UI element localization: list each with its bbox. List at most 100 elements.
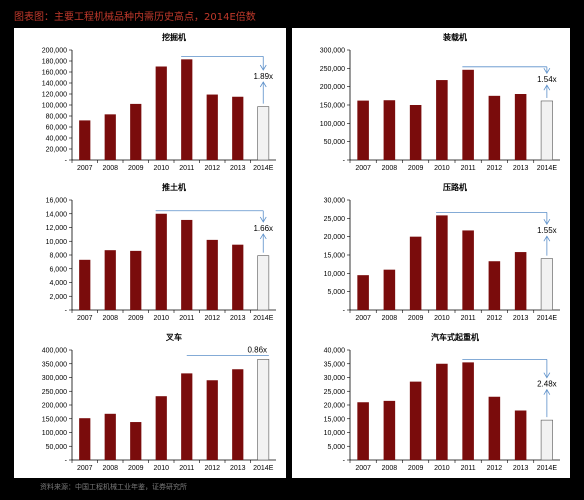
bar-2012 [206, 380, 218, 460]
x-tick-label: 2014E [537, 465, 558, 472]
y-tick-label: 150,000 [42, 416, 67, 423]
bar-2014E [257, 255, 270, 311]
x-tick-label: 2010 [434, 165, 450, 172]
x-tick-label: 2008 [102, 315, 118, 322]
y-tick-label: 8,000 [49, 253, 67, 260]
y-tick-label: 14,000 [46, 211, 68, 218]
y-tick-label: 300,000 [42, 375, 67, 382]
bar-2009 [409, 236, 422, 310]
x-tick-label: 2014E [537, 315, 558, 322]
x-tick-label: 2011 [179, 165, 194, 172]
y-tick-label: 200,000 [42, 403, 67, 410]
bar-2007 [79, 418, 91, 460]
multiple-annotation: 0.86x [247, 345, 267, 354]
x-tick-label: 2012 [204, 465, 220, 472]
x-tick-label: 2007 [77, 165, 93, 172]
x-tick-label: 2009 [128, 165, 144, 172]
bar-2010 [436, 80, 448, 160]
x-tick-label: 2012 [487, 165, 503, 172]
x-tick-label: 2007 [77, 315, 93, 322]
x-tick-label: 2008 [382, 315, 398, 322]
chart-title: 压路机 [443, 182, 467, 192]
y-tick-label: 80,000 [46, 114, 68, 121]
multiple-annotation: 1.54x [537, 75, 557, 84]
bar-2010 [155, 66, 167, 160]
y-tick-label: 2,000 [49, 294, 67, 301]
bar-2011 [181, 373, 193, 460]
bar-2013 [514, 410, 527, 460]
y-tick-label: 10,000 [324, 430, 346, 437]
bar-2007 [357, 100, 369, 160]
x-tick-label: 2013 [513, 165, 529, 172]
chart-title: 汽车式起重机 [431, 332, 479, 342]
x-tick-label: 2011 [179, 315, 194, 322]
x-tick-label: 2009 [128, 465, 144, 472]
chart-panel-forklift: 叉车 - 50,000 100,000 150,000 200,000 250,000 300… [14, 328, 286, 478]
x-tick-label: 2008 [102, 165, 118, 172]
y-tick-label: 40,000 [324, 348, 346, 355]
bar-2013 [514, 252, 527, 310]
x-tick-label: 2014E [253, 465, 274, 472]
arrow-head-down [543, 219, 551, 225]
bar-2013 [232, 244, 244, 310]
x-tick-label: 2009 [408, 315, 424, 322]
y-tick-label: 250,000 [42, 389, 67, 396]
y-tick-label: 150,000 [320, 103, 345, 110]
y-tick-label: 50,000 [46, 444, 68, 451]
bar-2007 [357, 275, 369, 310]
y-tick-label: 10,000 [324, 271, 346, 278]
x-tick-label: 2012 [487, 465, 503, 472]
bar-2008 [104, 250, 116, 310]
bar-2008 [104, 413, 116, 460]
x-tick-label: 2007 [77, 465, 93, 472]
bar-2008 [104, 114, 116, 160]
y-tick-label: 20,000 [324, 403, 346, 410]
y-tick-label: 30,000 [324, 375, 346, 382]
arrow-head-up [259, 81, 267, 88]
y-tick-label: 100,000 [42, 430, 67, 437]
y-tick-label: 100,000 [42, 103, 67, 110]
x-tick-label: 2012 [204, 165, 220, 172]
x-tick-label: 2011 [461, 165, 476, 172]
multiple-annotation: 1.66x [253, 224, 273, 233]
chart-panel-excavator: 挖掘机 - 20,000 40,000 60,000 80,000 100,000 120,0… [14, 28, 286, 178]
x-tick-label: 2010 [153, 465, 169, 472]
chart-forklift: 叉车 - 50,000 100,000 150,000 200,000 250,000 300… [42, 332, 276, 472]
y-tick-label: 300,000 [320, 48, 345, 55]
y-tick-label: 25,000 [324, 216, 346, 223]
y-tick-label: 10,000 [46, 239, 68, 246]
bar-2012 [206, 94, 218, 160]
x-tick-label: 2007 [355, 165, 371, 172]
y-tick-label: 350,000 [42, 361, 67, 368]
x-tick-label: 2007 [355, 315, 371, 322]
x-tick-label: 2008 [382, 465, 398, 472]
x-tick-label: 2013 [230, 315, 246, 322]
bar-2009 [130, 422, 142, 460]
x-tick-label: 2013 [513, 465, 529, 472]
bar-2013 [232, 369, 244, 460]
y-tick-label: 400,000 [42, 348, 67, 355]
y-tick-label: - [65, 458, 68, 465]
x-tick-label: 2010 [434, 465, 450, 472]
multiple-annotation: 2.48x [537, 380, 557, 389]
bar-2009 [130, 250, 142, 310]
bar-2012 [488, 396, 501, 460]
bar-2014E [540, 100, 553, 161]
chart-title: 推土机 [162, 182, 186, 192]
x-tick-label: 2009 [408, 165, 424, 172]
bar-2014E [540, 258, 553, 311]
bar-2008 [383, 269, 396, 310]
y-tick-label: 30,000 [324, 198, 346, 205]
chart-truck-crane: 汽车式起重机 - 5,000 10,000 15,000 20,000 25,000 30,0… [324, 332, 560, 472]
bar-2009 [409, 105, 422, 160]
bar-2011 [181, 219, 193, 310]
x-tick-label: 2010 [153, 315, 169, 322]
bar-2010 [436, 215, 448, 310]
y-tick-label: 16,000 [46, 198, 68, 205]
y-tick-label: 20,000 [324, 234, 346, 241]
x-tick-label: 2010 [434, 315, 450, 322]
bar-2014E [257, 359, 270, 461]
bar-2010 [155, 213, 167, 310]
bar-2014E [257, 106, 270, 161]
y-tick-label: 12,000 [46, 225, 68, 232]
